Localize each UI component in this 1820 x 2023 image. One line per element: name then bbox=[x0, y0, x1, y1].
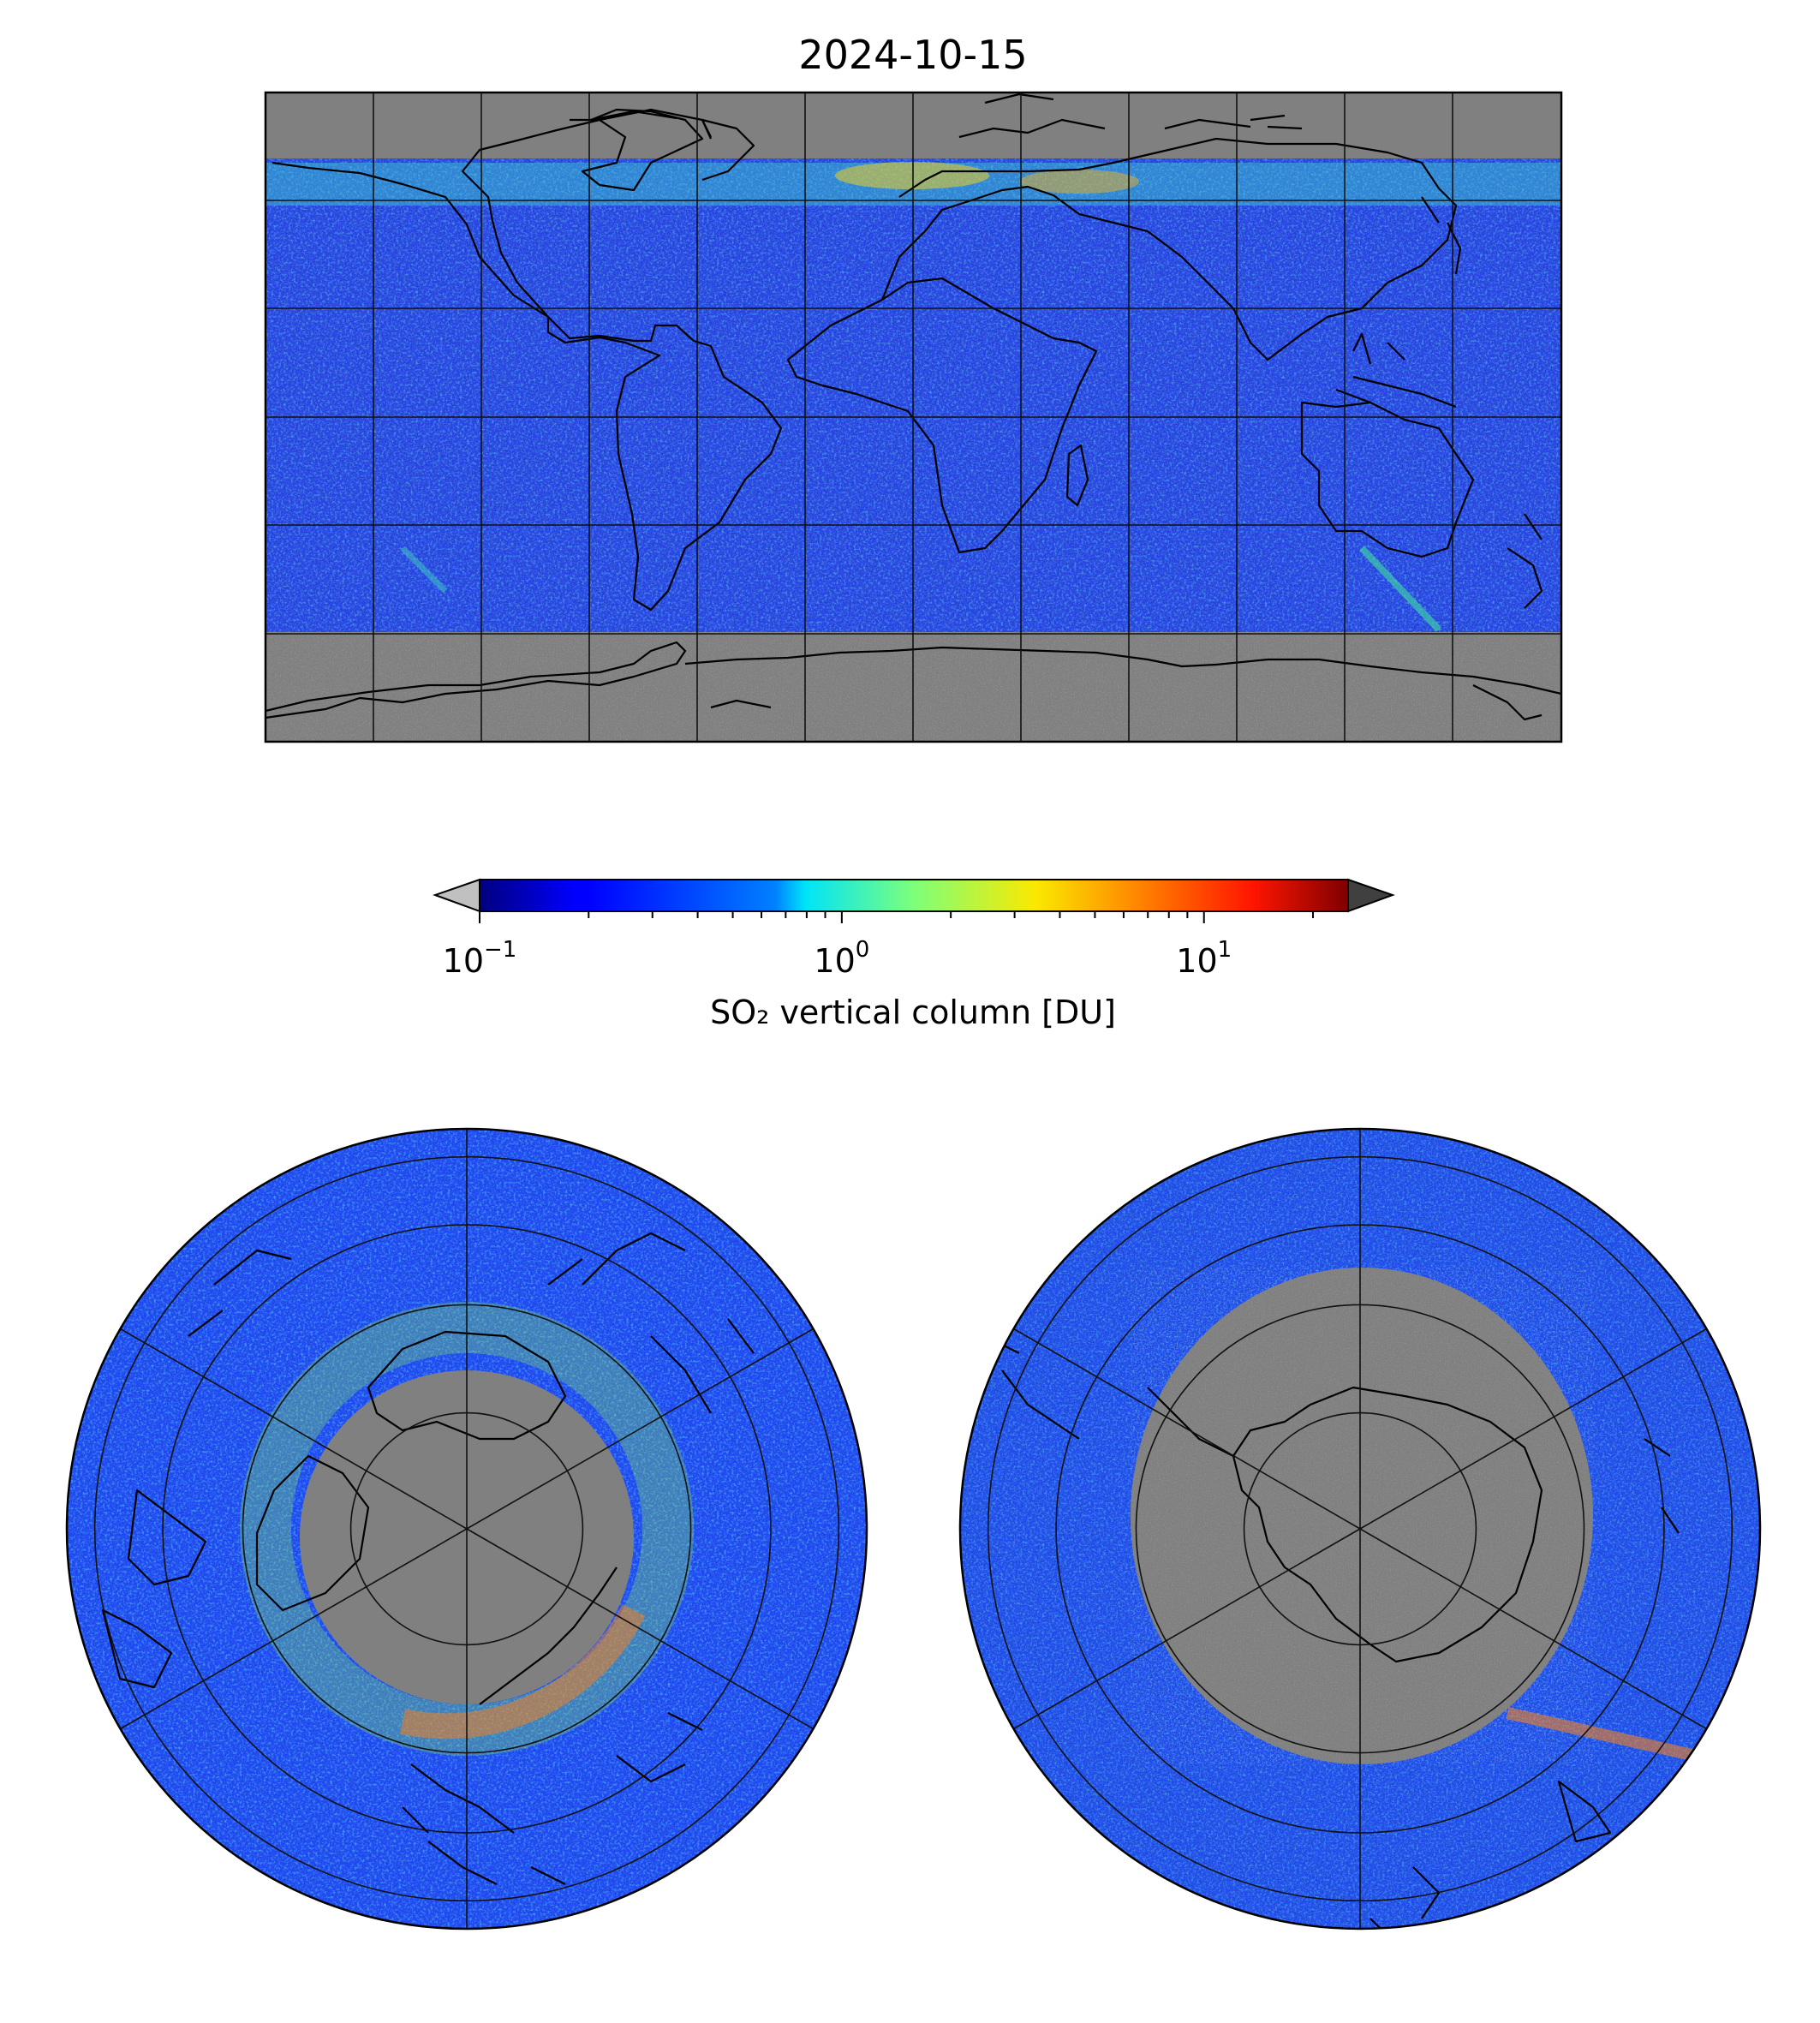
meridian-line bbox=[1359, 1328, 1707, 1530]
colorbar-gradient bbox=[480, 880, 1348, 911]
meridian-line bbox=[1013, 1528, 1361, 1730]
north-polar-coastlines bbox=[101, 1232, 755, 1885]
global-map-frame bbox=[264, 91, 1563, 743]
north-polar-frame bbox=[65, 1127, 868, 1931]
colorbar-tick-label: 10−1 bbox=[443, 937, 517, 980]
colorbar-tick-exponent: 0 bbox=[856, 937, 870, 963]
meridian-line bbox=[466, 1328, 814, 1530]
colorbar-tick-label: 101 bbox=[1176, 937, 1232, 980]
meridian-line bbox=[120, 1528, 468, 1730]
colorbar: 10−1 100 101 SO₂ vertical column [DU] bbox=[433, 878, 1395, 1031]
colorbar-tick-base: 10 bbox=[1176, 942, 1217, 980]
meridian-line bbox=[466, 1528, 814, 1730]
south-polar-frame bbox=[958, 1127, 1762, 1931]
colorbar-tick-exponent: 1 bbox=[1218, 937, 1232, 963]
colorbar-under-extension bbox=[433, 878, 480, 913]
meridian-line bbox=[120, 1328, 468, 1530]
colorbar-tick-exponent: −1 bbox=[484, 937, 516, 963]
colorbar-ticks bbox=[479, 911, 1315, 923]
colorbar-over-extension bbox=[1347, 878, 1395, 913]
north-polar-gridlines bbox=[93, 1129, 840, 1929]
colorbar-tick-base: 10 bbox=[443, 942, 484, 980]
meridian-line bbox=[1359, 1528, 1707, 1730]
meridian-line bbox=[1013, 1328, 1361, 1530]
figure-title: 2024-10-15 bbox=[798, 32, 1027, 78]
colorbar-tick-base: 10 bbox=[814, 942, 855, 980]
south-polar-map bbox=[958, 1127, 1762, 1931]
north-polar-map bbox=[65, 1127, 868, 1931]
south-polar-gridlines bbox=[987, 1129, 1733, 1929]
colorbar-label: SO₂ vertical column [DU] bbox=[710, 994, 1116, 1031]
colorbar-tick-label: 100 bbox=[814, 937, 869, 980]
global-gridlines bbox=[266, 92, 1561, 742]
